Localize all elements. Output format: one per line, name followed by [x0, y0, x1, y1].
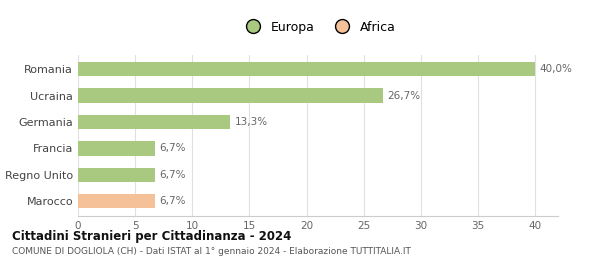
Bar	[78, 115, 230, 129]
Bar	[78, 88, 383, 103]
Text: 26,7%: 26,7%	[388, 90, 421, 101]
Bar	[78, 62, 535, 76]
Bar	[78, 167, 155, 182]
Text: 13,3%: 13,3%	[235, 117, 268, 127]
Text: 6,7%: 6,7%	[159, 196, 185, 206]
Text: Cittadini Stranieri per Cittadinanza - 2024: Cittadini Stranieri per Cittadinanza - 2…	[12, 230, 292, 243]
Text: 6,7%: 6,7%	[159, 144, 185, 153]
Bar	[78, 141, 155, 156]
Text: 6,7%: 6,7%	[159, 170, 185, 180]
Text: COMUNE DI DOGLIOLA (CH) - Dati ISTAT al 1° gennaio 2024 - Elaborazione TUTTITALI: COMUNE DI DOGLIOLA (CH) - Dati ISTAT al …	[12, 247, 411, 256]
Text: 40,0%: 40,0%	[540, 64, 572, 74]
Bar	[78, 194, 155, 209]
Legend: Europa, Africa: Europa, Africa	[236, 16, 400, 39]
